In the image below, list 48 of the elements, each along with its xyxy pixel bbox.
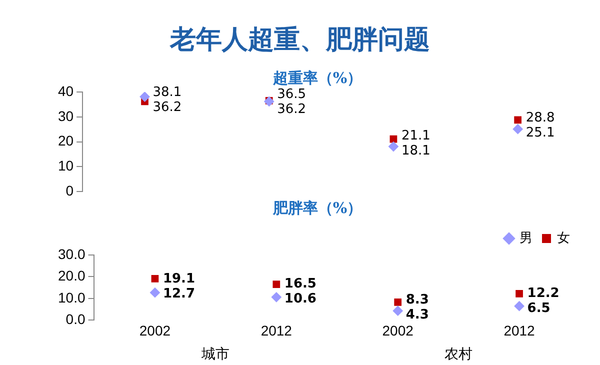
point	[151, 275, 159, 282]
legend-label: 男	[520, 230, 532, 246]
data-label: 6.5	[527, 300, 550, 316]
chart-subtitle: 超重率（%）	[272, 68, 362, 87]
point	[516, 290, 523, 298]
data-label: 8.3	[406, 292, 429, 308]
data-label: 16.5	[284, 276, 316, 292]
data-label: 21.1	[401, 128, 430, 144]
y-tick-label: 0	[66, 182, 74, 198]
y-tick-label: 20	[58, 132, 74, 149]
x-tick-label: 2002	[382, 322, 414, 338]
x-tick-label: 2002	[139, 322, 171, 338]
y-tick-label: 30.0	[58, 246, 86, 262]
y-tick-label: 40	[58, 82, 74, 99]
x-tick-label: 2012	[260, 322, 292, 338]
point	[514, 116, 522, 124]
data-label: 18.1	[401, 144, 430, 159]
chart-title: 老年人超重、肥胖问题	[168, 24, 431, 57]
point	[271, 292, 282, 302]
x-tick-label: 2012	[504, 322, 536, 338]
data-label: 10.6	[284, 292, 316, 307]
y-tick-label: 10.0	[58, 289, 86, 306]
y-tick-label: 10	[58, 158, 74, 174]
y-tick-label: 30	[58, 108, 74, 124]
point	[272, 280, 280, 288]
y-tick-label: 20.0	[58, 268, 86, 284]
data-label: 28.8	[526, 110, 555, 126]
data-label: 25.1	[526, 125, 555, 140]
point	[394, 298, 402, 306]
text: 农村	[444, 346, 473, 363]
data-label: 4.3	[406, 307, 429, 322]
point	[514, 301, 524, 312]
data-label: 12.2	[527, 286, 560, 301]
data-label: 38.1	[152, 84, 182, 100]
y-tick-label: 0.0	[66, 311, 86, 328]
point	[392, 306, 403, 316]
point	[388, 142, 398, 152]
point	[140, 92, 150, 102]
data-label: 36.5	[277, 86, 306, 102]
legend-label: 女	[557, 230, 570, 246]
point	[512, 124, 523, 134]
text: 城市	[200, 346, 230, 363]
data-label: 36.2	[277, 102, 306, 117]
point	[150, 288, 160, 298]
data-label: 12.7	[162, 286, 196, 302]
chart-title: 肥胖率（%）	[272, 198, 362, 217]
data-label: 36.2	[152, 100, 182, 115]
data-label: 19.1	[162, 272, 196, 287]
